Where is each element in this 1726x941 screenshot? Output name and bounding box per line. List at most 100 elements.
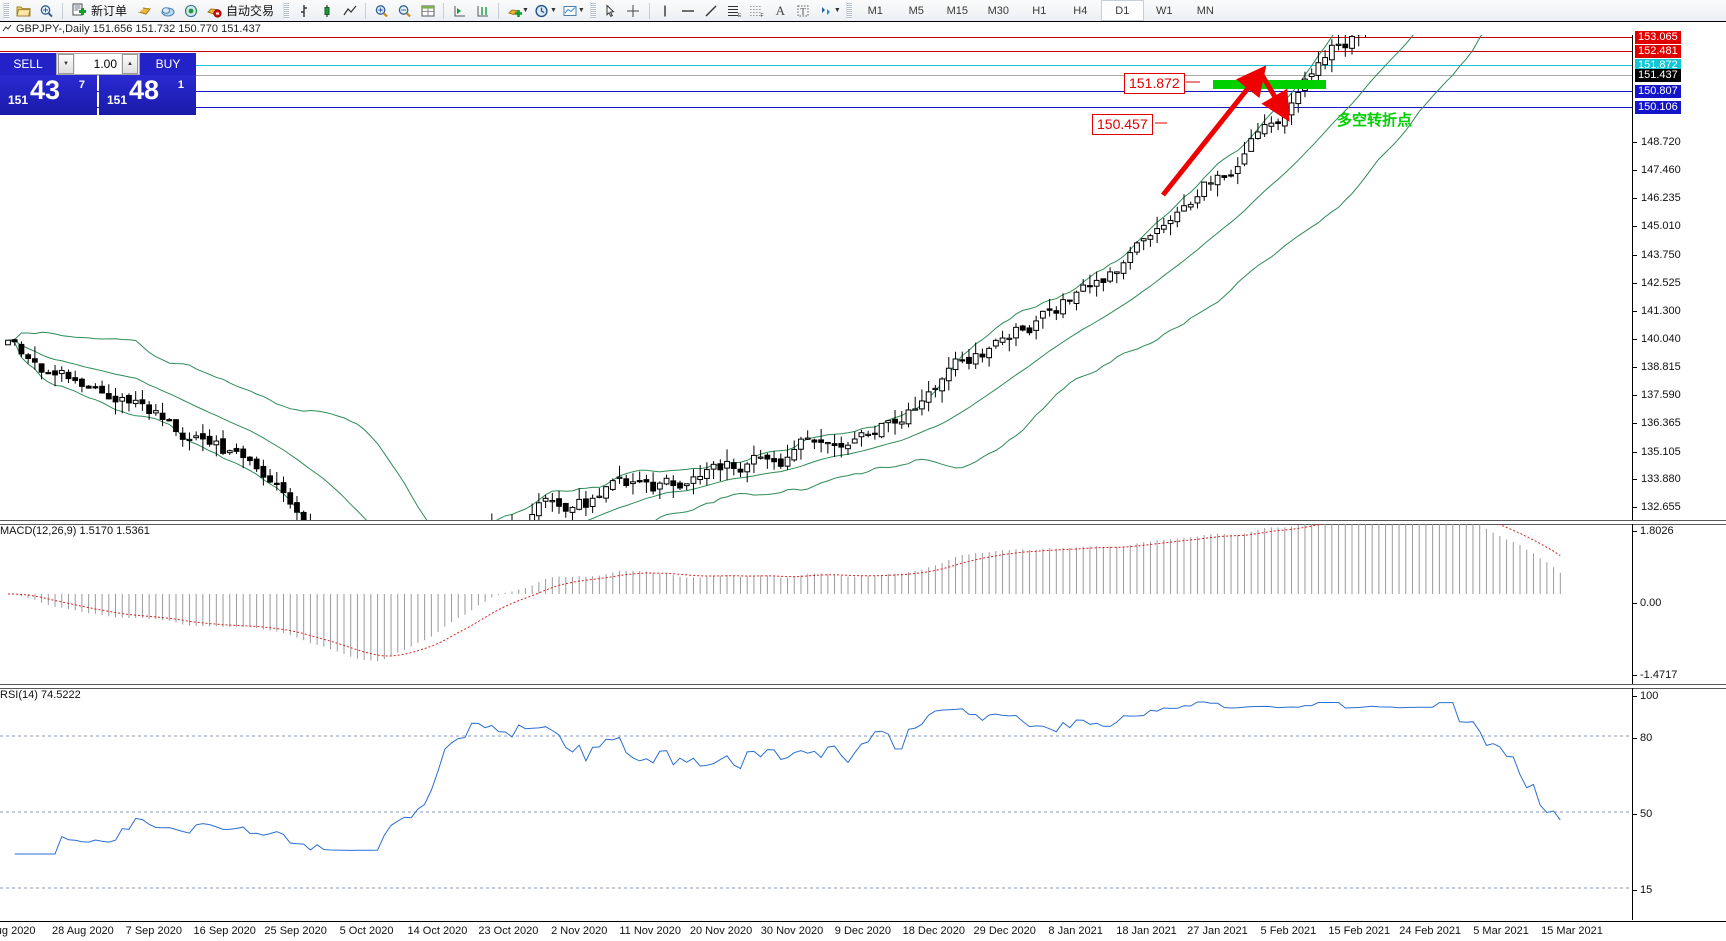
date-tick: 5 Oct 2020: [339, 925, 394, 937]
drawing-dropdown-caret-icon[interactable]: ▼: [833, 7, 841, 14]
templates-icon[interactable]: [559, 1, 582, 20]
toolbar-divider-4: [498, 2, 500, 19]
sell-button[interactable]: SELL: [0, 53, 56, 75]
price-label-151437[interactable]: 151.437: [1635, 69, 1681, 82]
new-order-icon[interactable]: [67, 1, 90, 20]
timeframe-w1[interactable]: W1: [1156, 4, 1173, 17]
price-label-151872[interactable]: 151.872: [1635, 59, 1681, 72]
period-dropdown-caret-icon[interactable]: ▼: [549, 7, 557, 14]
chart-title-bar: GBPJPY-,Daily 151.656 151.732 150.770 15…: [0, 22, 1726, 35]
indicators-icon[interactable]: [133, 1, 156, 20]
sell-price-fraction: 7: [78, 79, 85, 91]
price-label-153065[interactable]: 153.065: [1635, 31, 1681, 44]
text-label-icon[interactable]: A: [775, 2, 786, 18]
price-tick: 145.010: [1633, 220, 1726, 232]
date-tick: 29 Dec 2020: [973, 925, 1036, 937]
candlestick-chart-icon[interactable]: [315, 1, 338, 20]
timeframe-m1[interactable]: M1: [867, 4, 883, 17]
indicator-dropdown-caret-icon[interactable]: ▼: [522, 7, 529, 14]
rsi-plot-area[interactable]: [0, 688, 1633, 920]
price-scale[interactable]: 148.720 147.460 146.235 145.010 143.750 142.5…: [1632, 31, 1726, 520]
chart-system-icon[interactable]: [2, 24, 13, 33]
toolbar-grip-4[interactable]: [845, 2, 852, 19]
cursor-icon[interactable]: [599, 1, 622, 20]
data-window-icon[interactable]: [416, 1, 439, 20]
volume-increment-button[interactable]: ▲: [122, 54, 138, 74]
zoom-in-icon[interactable]: [370, 1, 393, 20]
date-axis[interactable]: Aug 2020 28 Aug 2020 7 Sep 2020 16 Sep 2020…: [0, 921, 1726, 941]
text-box-icon[interactable]: T: [792, 1, 815, 20]
buy-button[interactable]: BUY: [140, 53, 196, 75]
rsi-scale[interactable]: 100 80 50 15: [1632, 688, 1726, 920]
zoom-out-icon[interactable]: [393, 1, 416, 20]
add-indicator-icon[interactable]: [503, 1, 526, 20]
macd-separator[interactable]: [0, 520, 1726, 525]
one-click-trading-panel[interactable]: SELL ▼ 1.00 ▲ BUY 151 43 7 151 48 1: [0, 53, 196, 115]
new-order-label[interactable]: 新订单: [91, 4, 128, 18]
trendline-icon[interactable]: [700, 1, 723, 20]
level-line-151872[interactable]: [0, 65, 1633, 66]
price-label-152481[interactable]: 152.481: [1635, 45, 1681, 58]
down-trend-arrow: [1259, 73, 1290, 122]
chinese-note-label[interactable]: 多空转折点: [1337, 111, 1413, 129]
volume-input[interactable]: 1.00: [75, 54, 121, 74]
up-trend-arrow: [1161, 65, 1267, 197]
timeframe-m15[interactable]: M15: [946, 4, 968, 17]
bar-chart-icon[interactable]: [292, 1, 315, 20]
date-tick: 5 Mar 2021: [1473, 925, 1529, 937]
toolbar-grip-3[interactable]: [589, 2, 596, 19]
level-label-151872[interactable]: 151.872: [1124, 73, 1185, 94]
volume-stepper[interactable]: ▼ 1.00 ▲: [56, 53, 140, 75]
rsi-title: RSI(14) 74.5222: [0, 689, 81, 701]
date-tick: 16 Sep 2020: [193, 925, 256, 937]
chart-shift-icon[interactable]: [448, 1, 471, 20]
volume-decrement-button[interactable]: ▼: [58, 54, 74, 74]
price-label-150106[interactable]: 150.106: [1635, 101, 1681, 114]
folder-open-icon[interactable]: [12, 1, 35, 20]
toolbar-grip-2[interactable]: [283, 2, 290, 19]
timeframe-d1[interactable]: D1: [1100, 0, 1144, 21]
macd-plot-area[interactable]: [0, 524, 1633, 684]
toolbar-grip[interactable]: [3, 2, 9, 19]
svg-text:T: T: [801, 6, 807, 16]
timeframe-h4[interactable]: H4: [1073, 4, 1088, 17]
autotrading-label[interactable]: 自动交易: [226, 4, 275, 18]
level-line-151437[interactable]: [0, 75, 1633, 76]
print-preview-icon[interactable]: [35, 1, 58, 20]
level-label-150457[interactable]: 150.457: [1092, 114, 1153, 135]
timeframe-mn[interactable]: MN: [1196, 4, 1214, 17]
fibonacci-icon[interactable]: E: [723, 1, 746, 20]
price-label-150807[interactable]: 150.807: [1635, 85, 1681, 98]
support-line-150106[interactable]: [0, 107, 1633, 108]
fibo-fan-icon[interactable]: F: [746, 1, 769, 20]
autotrading-icon[interactable]: [202, 1, 225, 20]
cloud-icon[interactable]: [156, 1, 179, 20]
signals-icon[interactable]: [179, 1, 202, 20]
buy-price-display[interactable]: 151 48 1: [99, 75, 196, 115]
chart-plot-area[interactable]: 151.872 150.457 多空转折点: [0, 35, 1633, 520]
templates-dropdown-caret-icon[interactable]: ▼: [577, 7, 585, 14]
sell-price-display[interactable]: 151 43 7: [0, 75, 97, 115]
date-tick: 23 Oct 2020: [478, 925, 539, 937]
crosshair-icon[interactable]: [622, 1, 645, 20]
macd-scale[interactable]: 1.8026 0.00 -1.4717: [1632, 524, 1726, 684]
horizontal-line-icon[interactable]: [677, 1, 700, 20]
rsi-separator[interactable]: [0, 684, 1726, 689]
resistance-line-152481[interactable]: [0, 51, 1633, 52]
timeframe-h1[interactable]: H1: [1032, 4, 1047, 17]
buy-price-fraction: 1: [177, 79, 184, 91]
date-tick: 2 Nov 2020: [551, 925, 608, 937]
support-line-150807[interactable]: [0, 91, 1633, 92]
buy-price-prefix: 151: [107, 93, 128, 107]
vertical-line-icon[interactable]: [654, 1, 677, 20]
resistance-line-153065[interactable]: [0, 37, 1633, 38]
price-tick: 146.235: [1633, 192, 1726, 204]
date-tick: 11 Nov 2020: [619, 925, 681, 937]
period-icon[interactable]: [531, 1, 554, 20]
timeframe-m30[interactable]: M30: [987, 4, 1009, 17]
drawing-tools-icon[interactable]: [815, 1, 838, 20]
price-tick: 140.040: [1633, 333, 1726, 345]
auto-scroll-icon[interactable]: [471, 1, 494, 20]
timeframe-m5[interactable]: M5: [908, 4, 924, 17]
line-chart-icon[interactable]: [338, 1, 361, 20]
